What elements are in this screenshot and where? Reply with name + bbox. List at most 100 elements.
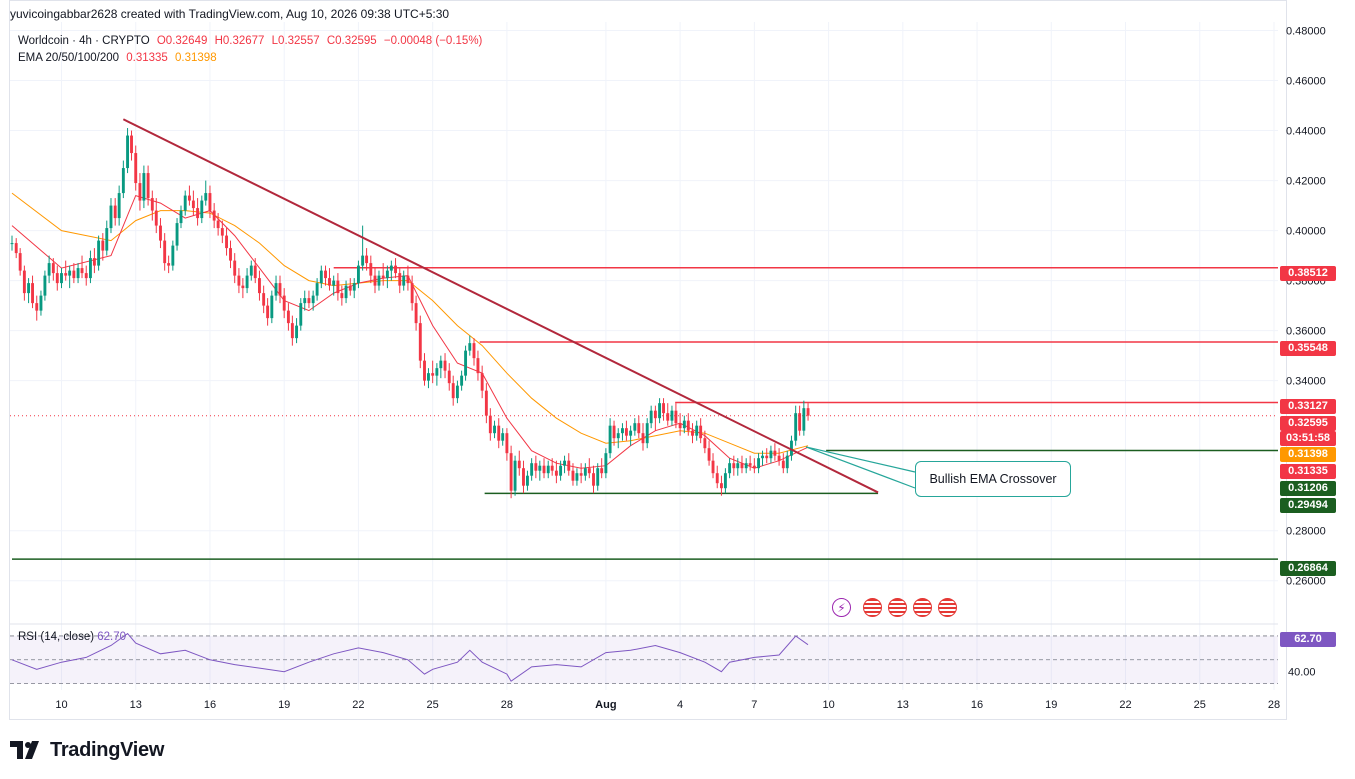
us-flag-event-icon[interactable] — [913, 598, 932, 617]
candle-body — [621, 428, 624, 434]
symbol-name[interactable]: Worldcoin · 4h · CRYPTO — [18, 35, 150, 47]
candle-body — [307, 298, 311, 304]
candle-body — [472, 343, 476, 359]
candle-body — [798, 413, 802, 431]
candle-body — [138, 183, 142, 201]
candle-body — [653, 410, 657, 419]
ohlc-close: C0.32595 — [326, 35, 377, 47]
lightning-event-icon[interactable]: ⚡ — [832, 598, 851, 617]
candle-body — [39, 295, 43, 311]
y-axis-tick-label: 0.44000 — [1286, 126, 1326, 138]
candle-body — [633, 423, 637, 431]
candle-body — [109, 205, 113, 229]
tradingview-logo[interactable]: TradingView — [10, 738, 164, 762]
candle-body — [476, 358, 480, 374]
rsi-line — [11, 632, 809, 682]
candle-body — [554, 470, 558, 476]
candle-body — [550, 465, 554, 471]
candle-body — [76, 268, 80, 279]
candle-body — [501, 433, 505, 441]
candle-body — [187, 195, 191, 201]
candle-body — [183, 195, 187, 211]
candle-body — [249, 265, 253, 276]
candle-body — [517, 460, 521, 469]
x-axis-tick-label: 16 — [971, 699, 983, 711]
candle-body — [229, 248, 232, 261]
candle-body — [55, 273, 59, 284]
candle-body — [571, 470, 575, 481]
tradingview-logo-text: TradingView — [50, 738, 165, 761]
candle-body — [216, 220, 220, 229]
candle-body — [451, 383, 455, 399]
callout-pointer — [805, 446, 916, 489]
candle-body — [105, 228, 109, 251]
candle-body — [641, 433, 645, 444]
candle-body — [60, 273, 63, 284]
candle-body — [509, 453, 513, 491]
candle-body — [204, 193, 208, 201]
candle-body — [150, 198, 154, 211]
x-axis-tick-label: 28 — [501, 699, 513, 711]
candle-body — [596, 468, 600, 486]
candle-body — [670, 410, 674, 421]
symbol-header[interactable]: Worldcoin · 4h · CRYPTO O0.32649 H0.3267… — [18, 35, 486, 47]
y-axis-tick-label: 0.34000 — [1286, 376, 1326, 388]
candle-body — [579, 473, 583, 476]
us-flag-event-icon[interactable] — [938, 598, 957, 617]
candle-body — [10, 243, 14, 245]
us-flag-event-icon[interactable] — [863, 598, 882, 617]
candle-body — [274, 283, 278, 296]
rsi-axis-tick-label: 40.00 — [1288, 667, 1316, 679]
candle-body — [616, 433, 620, 439]
ema-label[interactable]: EMA 20/50/100/200 — [18, 52, 120, 64]
candle-body — [583, 468, 587, 476]
candle-body — [389, 265, 393, 271]
candle-body — [241, 285, 245, 289]
candle-body — [567, 460, 571, 471]
ema-header[interactable]: EMA 20/50/100/200 0.31335 0.31398 — [18, 52, 221, 64]
candle-body — [748, 463, 752, 466]
candle-body — [525, 475, 529, 486]
candle-body — [262, 293, 266, 306]
candle-body — [719, 483, 723, 489]
rsi-label[interactable]: RSI (14, close) — [18, 631, 95, 643]
candle-body — [612, 425, 616, 439]
candle-body — [18, 253, 22, 271]
x-axis-tick-label: 10 — [55, 699, 67, 711]
rsi-header[interactable]: RSI (14, close) 62.70 — [18, 631, 126, 643]
candle-body — [369, 263, 373, 276]
x-axis-tick-label: 22 — [352, 699, 364, 711]
candle-body — [686, 420, 690, 431]
candle-body — [163, 240, 167, 264]
bullish-ema-crossover-callout[interactable]: Bullish EMA Crossover — [915, 461, 1071, 497]
price-tag: 0.31206 — [1280, 481, 1336, 496]
candle-body — [377, 275, 381, 286]
candle-body — [794, 413, 798, 441]
candle-body — [295, 325, 299, 339]
candle-body — [736, 463, 740, 469]
candle-body — [282, 295, 286, 311]
y-axis-tick-label: 0.36000 — [1286, 326, 1326, 338]
candle-body — [546, 465, 550, 474]
candle-body — [356, 265, 360, 284]
candle-body — [699, 425, 703, 439]
candle-body — [773, 450, 777, 456]
candle-body — [480, 373, 484, 391]
price-tag: 03:51:58 — [1280, 431, 1336, 446]
candle-body — [649, 410, 653, 424]
candle-body — [43, 275, 47, 296]
candle-body — [406, 275, 410, 284]
candle-body — [35, 303, 39, 311]
y-axis-tick-label: 0.26000 — [1286, 576, 1326, 588]
x-axis-tick-label: 28 — [1268, 699, 1280, 711]
us-flag-event-icon[interactable] — [888, 598, 907, 617]
candle-body — [175, 223, 179, 246]
candle-body — [315, 283, 319, 296]
candle-body — [732, 463, 736, 469]
chart-frame[interactable] — [9, 0, 1287, 720]
candle-body — [134, 153, 138, 184]
candle-body — [575, 473, 579, 481]
candle-body — [324, 270, 327, 279]
candle-body — [460, 375, 464, 386]
